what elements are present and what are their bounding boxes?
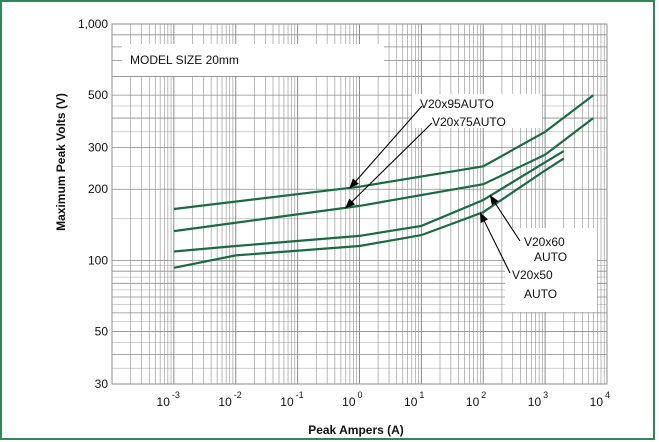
x-tick-exponent: 0 [358, 390, 363, 400]
y-tick-label: 300 [88, 141, 108, 155]
series-annotation-label: AUTO [524, 287, 557, 301]
series-annotation-label: V20x75AUTO [432, 115, 506, 129]
x-tick-exponent: 4 [605, 390, 610, 400]
x-tick-exponent: -2 [234, 390, 242, 400]
y-tick-label: 100 [88, 253, 108, 267]
y-tick-label: 200 [88, 182, 108, 196]
annotation-arrow [489, 194, 521, 242]
x-tick-label: 10 [404, 395, 418, 409]
series-annotation-label: V20x95AUTO [420, 97, 494, 111]
x-tick-exponent: 3 [543, 390, 548, 400]
y-axis-title: Maximum Peak Volts (V) [54, 93, 68, 231]
x-tick-label: 10 [466, 395, 480, 409]
label-panel-bottom [505, 228, 597, 312]
series-annotation-label: V20x50 [512, 268, 553, 282]
x-tick-label: 10 [218, 395, 232, 409]
x-tick-exponent: 1 [419, 390, 424, 400]
model-size-box [122, 44, 384, 76]
x-tick-label: 10 [528, 395, 542, 409]
x-tick-exponent: 2 [481, 390, 486, 400]
grid-layer [111, 23, 608, 385]
model-size-label: MODEL SIZE 20mm [130, 53, 239, 67]
x-tick-label: 10 [590, 395, 604, 409]
series-line-1 [173, 94, 594, 211]
series-line-4 [173, 157, 565, 269]
x-tick-label: 10 [280, 395, 294, 409]
series-annotation-label: AUTO [534, 250, 567, 264]
series-line-3 [173, 150, 565, 253]
label-panel-top [412, 94, 542, 128]
y-tick-label: 1,000 [78, 17, 108, 31]
y-tick-label: 30 [95, 377, 109, 391]
x-tick-label: 10 [157, 395, 171, 409]
y-tick-label: 50 [95, 325, 109, 339]
series-line-2 [173, 117, 594, 233]
annotation-arrow [349, 105, 423, 189]
x-tick-exponent: -3 [172, 390, 180, 400]
annotation-arrow [345, 122, 433, 209]
annotation-arrow [479, 212, 511, 274]
x-axis-title: Peak Ampers (A) [308, 423, 404, 437]
x-tick-label: 10 [342, 395, 356, 409]
y-tick-label: 500 [88, 88, 108, 102]
series-annotation-label: V20x60 [524, 235, 565, 249]
series-layer [173, 94, 594, 269]
x-tick-exponent: -1 [296, 390, 304, 400]
